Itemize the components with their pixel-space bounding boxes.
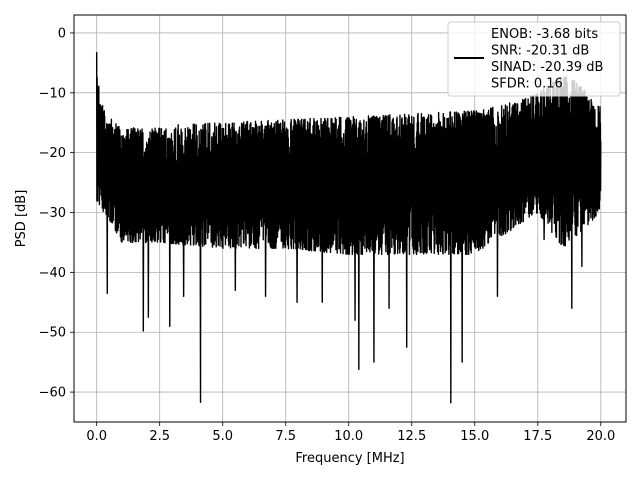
x-tick-label: 20.0 — [586, 429, 615, 444]
legend-enob-text: ENOB: -3.68 bits — [491, 27, 598, 42]
psd-series-line — [95, 52, 602, 404]
y-axis-label: PSD [dB] — [14, 190, 29, 248]
x-tick-label: 5.0 — [212, 429, 233, 444]
y-tick-label: −10 — [39, 86, 66, 101]
legend-box — [447, 21, 621, 97]
tick-layer: 0.0 2.5 5.0 7.5 10.0 12.5 15.0 17.5 20.0 0 −10 −20 −… — [39, 26, 616, 444]
x-tick-label: 15.0 — [460, 429, 489, 444]
x-tick-label: 7.5 — [275, 429, 296, 444]
x-tick-label: 17.5 — [523, 429, 552, 444]
y-tick-label: −30 — [39, 206, 66, 221]
y-tick-label: 0 — [58, 26, 66, 41]
x-tick-label: 2.5 — [149, 429, 170, 444]
legend: ENOB: -3.68 bits SNR: -20.31 dB SINAD: -… — [447, 21, 621, 97]
axes-frame — [73, 14, 627, 423]
y-tick-label: −20 — [39, 146, 66, 161]
x-axis-label: Frequency [MHz] — [295, 451, 404, 466]
legend-snr-text: SNR: -20.31 dB — [491, 44, 589, 59]
legend-sfdr-text: SFDR: 0.16 — [491, 77, 563, 92]
series-layer — [95, 52, 602, 404]
x-tick-label: 12.5 — [397, 429, 426, 444]
x-tick-label: 10.0 — [334, 429, 363, 444]
legend-sinad-text: SINAD: -20.39 dB — [491, 60, 603, 75]
y-tick-label: −40 — [39, 266, 66, 281]
x-tick-label: 0.0 — [86, 429, 107, 444]
y-tick-label: −50 — [39, 326, 66, 341]
y-tick-label: −60 — [39, 386, 66, 401]
